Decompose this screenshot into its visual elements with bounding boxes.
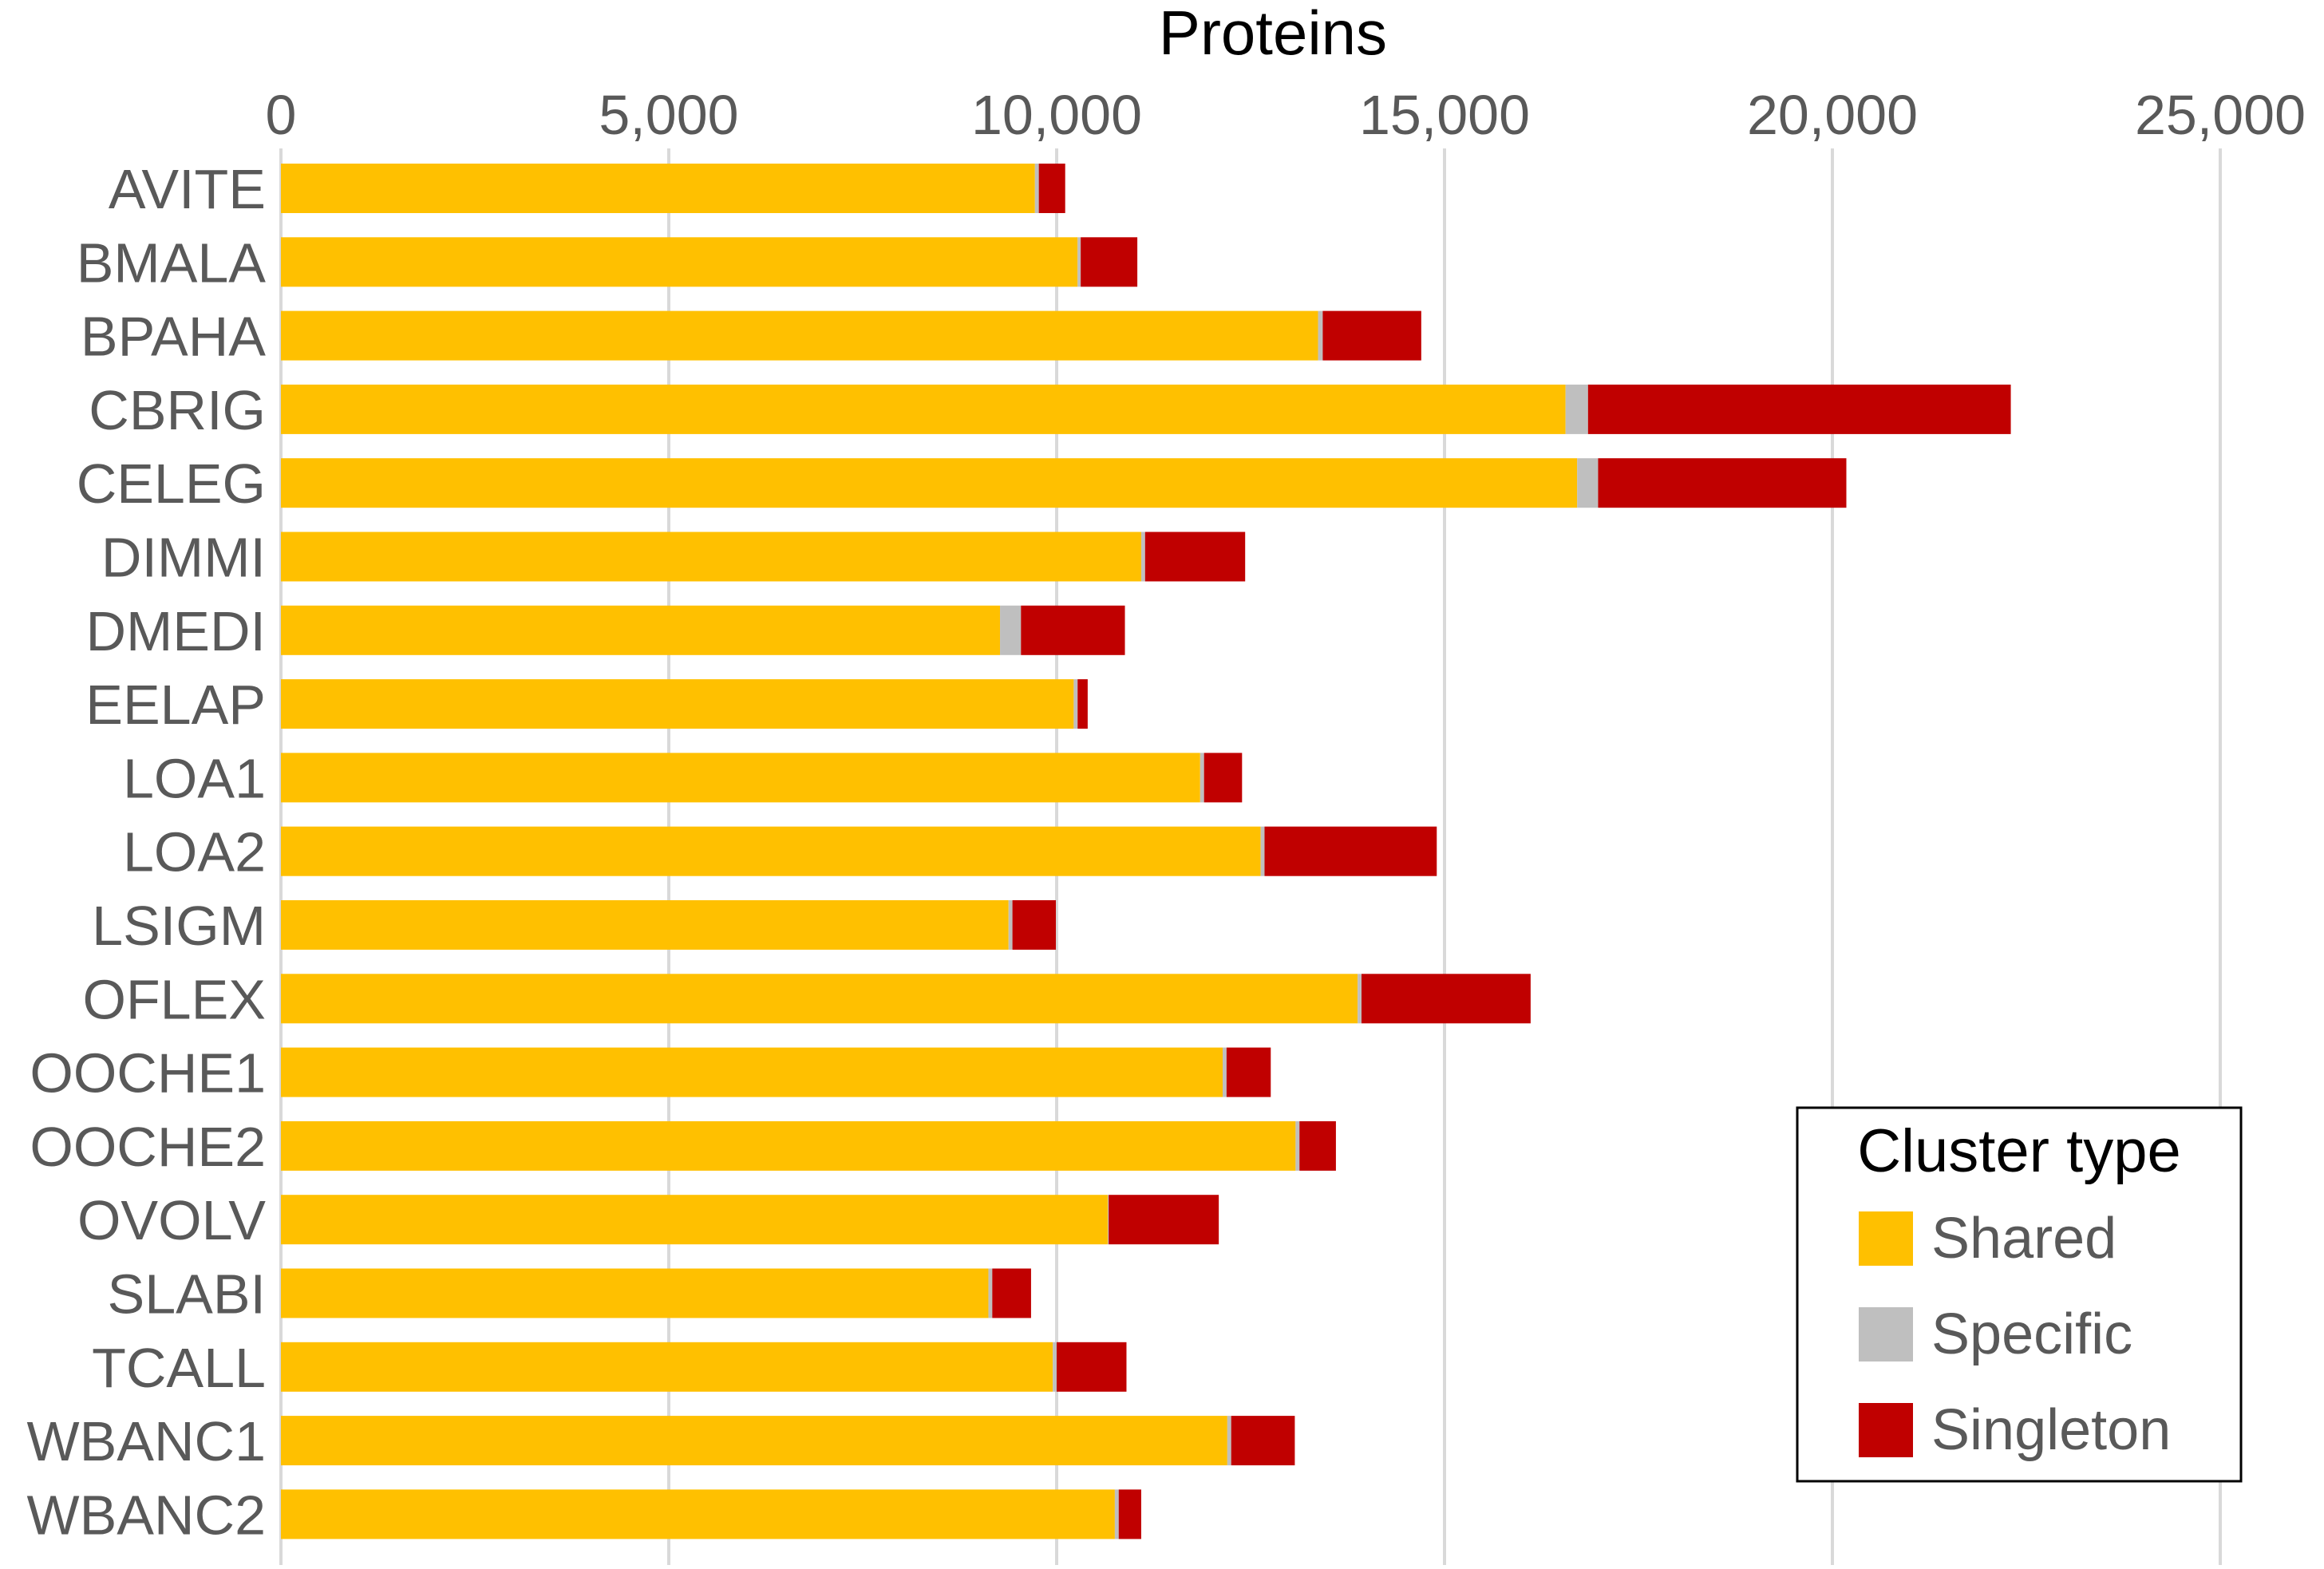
bar-segment-specific (1200, 753, 1204, 803)
x-tick-label: 5,000 (599, 84, 738, 146)
legend-swatch-specific (1859, 1307, 1913, 1362)
x-tick-label: 15,000 (1359, 84, 1530, 146)
bar-segment-singleton (1109, 1195, 1219, 1245)
bar-segment-singleton (1144, 532, 1246, 582)
category-label: OOCHE2 (30, 1116, 266, 1178)
bar-segment-shared (281, 974, 1358, 1024)
bar-segment-specific (1108, 1195, 1109, 1245)
bar-segment-specific (988, 1268, 993, 1318)
category-label: DIMMI (101, 527, 266, 589)
bar-segment-singleton (1118, 1489, 1141, 1539)
bar-segment-shared (281, 458, 1578, 508)
legend-label: Specific (1931, 1302, 2132, 1366)
bar-segment-shared (281, 826, 1261, 876)
category-label: OOCHE1 (30, 1042, 266, 1105)
bar-segment-shared (281, 310, 1318, 361)
category-labels: AVITE BMALA BPAHA CBRIG CELEG DIMMI DMEDI EELAP… (27, 158, 267, 1546)
bar-segment-specific (1053, 1342, 1057, 1392)
bar-segment-specific (1140, 532, 1145, 582)
category-label: AVITE (109, 158, 266, 220)
bar-segment-specific (1358, 974, 1362, 1024)
bar-segment-shared (281, 384, 1566, 434)
legend-swatch-shared (1859, 1211, 1913, 1266)
category-label: LSIGM (92, 895, 266, 957)
bar-segment-specific (1073, 679, 1078, 729)
x-tick-label: 25,000 (2135, 84, 2306, 146)
bar-segment-shared (281, 1120, 1296, 1171)
bar-segment-singleton (1322, 310, 1421, 361)
bar-segment-specific (1295, 1120, 1300, 1171)
bar-segment-shared (281, 1047, 1223, 1097)
category-label: SLABI (108, 1263, 266, 1326)
bar-segment-singleton (1012, 900, 1057, 950)
bar-segment-singleton (1299, 1120, 1336, 1171)
legend-swatch-singleton (1859, 1403, 1913, 1457)
bar-segment-specific (1000, 605, 1022, 655)
legend-label: Singleton (1931, 1398, 2171, 1462)
category-label: LOA2 (123, 821, 266, 883)
bar-segment-singleton (992, 1268, 1031, 1318)
bar-segment-shared (281, 679, 1074, 729)
bar-segment-singleton (1598, 458, 1847, 508)
bar-segment-singleton (1021, 605, 1125, 655)
x-tick-label: 0 (266, 84, 297, 146)
bar-segment-shared (281, 1342, 1053, 1392)
bar-segment-shared (281, 1195, 1109, 1245)
x-axis-title: Proteins (1159, 0, 1387, 68)
category-label: BPAHA (81, 306, 266, 368)
bar-segment-specific (1318, 310, 1323, 361)
legend-items: Shared Specific Singleton (1859, 1207, 2171, 1462)
bar-segment-singleton (1361, 974, 1531, 1024)
bar-segment-singleton (1226, 1047, 1271, 1097)
category-label: CELEG (77, 453, 266, 515)
category-label: DMEDI (85, 600, 266, 662)
category-label: OFLEX (82, 968, 266, 1030)
bar-segment-shared (281, 532, 1141, 582)
bar-segment-singleton (1264, 826, 1437, 876)
bar-segment-shared (281, 237, 1078, 287)
bar-segment-shared (281, 1268, 989, 1318)
category-label: BMALA (77, 231, 267, 294)
bar-segment-specific (1260, 826, 1265, 876)
bar-segment-singleton (1204, 753, 1243, 803)
bar-segment-specific (1114, 1489, 1119, 1539)
bar-segment-shared (281, 1489, 1115, 1539)
legend-title: Cluster type (1857, 1117, 2181, 1185)
category-label: WBANC2 (27, 1484, 266, 1546)
bar-segment-specific (1577, 458, 1599, 508)
bar-segment-shared (281, 753, 1200, 803)
bar-segment-shared (281, 605, 1001, 655)
bar-segment-shared (281, 900, 1009, 950)
bar-segment-singleton (1231, 1416, 1295, 1466)
bar-segment-singleton (1081, 237, 1138, 287)
category-label: OVOLV (77, 1189, 266, 1251)
bar-segment-singleton (1077, 679, 1088, 729)
bar-segment-specific (1565, 384, 1588, 434)
category-label: LOA1 (123, 747, 266, 809)
category-label: CBRIG (89, 379, 266, 441)
bar-segment-specific (1227, 1416, 1231, 1466)
x-tick-label: 10,000 (971, 84, 1142, 146)
bar-segment-specific (1223, 1047, 1227, 1097)
category-label: EELAP (85, 674, 266, 736)
bar-segment-shared (281, 1416, 1227, 1466)
bar-segment-singleton (1057, 1342, 1127, 1392)
bar-segment-specific (1077, 237, 1081, 287)
bar-segment-singleton (1587, 384, 2011, 434)
x-tick-label: 20,000 (1747, 84, 1918, 146)
x-axis-ticks: 0 5,000 10,000 15,000 20,000 25,000 (266, 84, 2306, 146)
bar-segment-shared (281, 164, 1035, 213)
bar-segment-singleton (1038, 164, 1065, 213)
legend-label: Shared (1931, 1207, 2116, 1271)
bars (281, 164, 2011, 1539)
category-label: TCALL (92, 1337, 266, 1399)
legend: Cluster type Shared Specific Singleton (1796, 1106, 2243, 1483)
bar-segment-specific (1008, 900, 1013, 950)
bar-segment-specific (1034, 164, 1039, 213)
category-label: WBANC1 (27, 1410, 266, 1472)
